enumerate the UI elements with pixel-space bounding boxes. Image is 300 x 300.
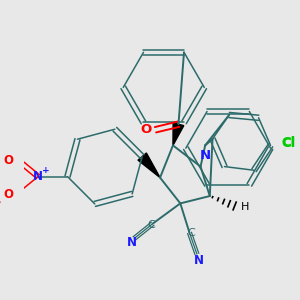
Text: +: +: [42, 166, 49, 175]
Text: N: N: [194, 254, 204, 267]
Text: H: H: [241, 202, 249, 212]
Text: Cl: Cl: [282, 137, 296, 150]
Text: O: O: [4, 188, 14, 202]
Text: O: O: [141, 123, 152, 136]
Text: N: N: [200, 149, 211, 162]
Text: N: N: [127, 236, 136, 250]
Text: C: C: [188, 228, 195, 238]
Text: O: O: [4, 154, 14, 166]
Polygon shape: [173, 123, 184, 146]
Text: C: C: [147, 220, 155, 230]
Text: N: N: [33, 170, 43, 183]
Text: Cl: Cl: [282, 136, 296, 149]
Polygon shape: [138, 153, 160, 178]
